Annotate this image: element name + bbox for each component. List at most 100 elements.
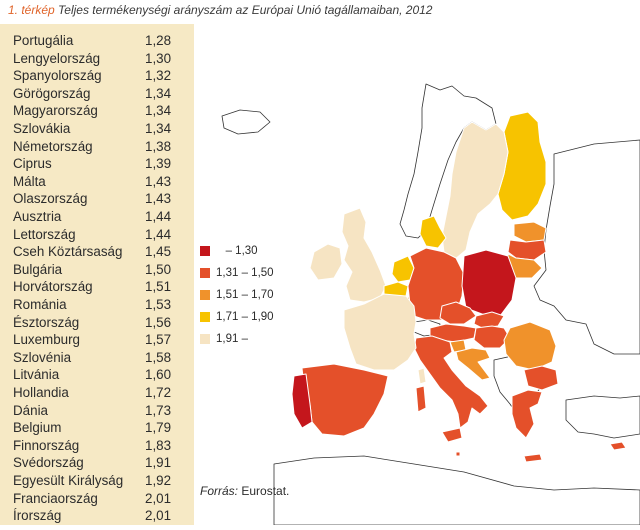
legend-swatch	[200, 312, 210, 322]
croatia-shape	[455, 347, 491, 381]
legend-item: 1,51 – 1,70	[200, 287, 320, 303]
source-note: Forrás: Eurostat.	[200, 484, 289, 498]
table-row: Szlovénia 1,58	[0, 349, 194, 367]
legend-swatch	[200, 246, 210, 256]
sardinia-shape	[415, 385, 427, 413]
fertility-value: 1,60	[145, 367, 172, 383]
table-row: Bulgária 1,50	[0, 261, 194, 279]
source-label: Forrás:	[200, 484, 239, 498]
legend-item: 1,31 – 1,50	[200, 265, 320, 281]
country-name: Hollandia	[13, 385, 69, 400]
north-africa-shape	[273, 455, 640, 526]
country-name: Belgium	[13, 420, 62, 436]
fertility-value: 1,45	[145, 244, 172, 260]
table-row: Svédország 1,91	[0, 454, 194, 472]
eastern-europe-shape	[533, 139, 640, 355]
legend-label: 1,71 – 1,90	[216, 311, 274, 323]
table-row: Horvátország 1,51	[0, 278, 194, 296]
legend-label: 1,91 –	[216, 333, 248, 345]
fertility-value: 1,32	[145, 68, 172, 84]
portugal-shape	[291, 373, 313, 429]
legend-label: – 1,30	[216, 245, 258, 257]
italy-shape	[413, 335, 489, 429]
table-row: Írország 2,01	[0, 507, 194, 525]
fertility-value: 1,83	[145, 437, 172, 453]
corsica-shape	[417, 367, 427, 385]
legend-swatch	[200, 290, 210, 300]
country-name: Dánia	[13, 402, 48, 418]
united-kingdom-shape	[341, 207, 387, 303]
legend-item: 1,91 –	[200, 331, 320, 347]
fertility-value: 1,72	[145, 385, 172, 400]
legend-item: 1,71 – 1,90	[200, 309, 320, 325]
country-name: Svédország	[13, 455, 84, 471]
table-row: Egyesült Királyság 1,92	[0, 472, 194, 490]
crete-shape	[523, 453, 543, 463]
country-name: Franciaország	[13, 490, 98, 506]
country-name: Észtország	[13, 314, 80, 330]
table-row: Szlovákia 1,34	[0, 120, 194, 138]
europe-map	[194, 24, 640, 526]
fertility-value: 1,58	[145, 349, 172, 365]
fertility-value: 1,43	[145, 173, 172, 189]
table-row: Finnország 1,83	[0, 437, 194, 455]
country-name: Egyesült Királyság	[13, 473, 124, 488]
fertility-value: 1,28	[145, 33, 172, 48]
fertility-value: 1,56	[145, 314, 172, 330]
fertility-value: 1,39	[145, 156, 172, 172]
fertility-value: 1,53	[145, 297, 172, 312]
table-row: Németország 1,38	[0, 138, 194, 156]
country-name: Szlovákia	[13, 121, 71, 136]
table-row: Portugália 1,28	[0, 32, 194, 50]
table-row: Magyarország 1,34	[0, 102, 194, 120]
legend-label: 1,31 – 1,50	[216, 267, 274, 279]
country-name: Luxemburg	[13, 332, 80, 348]
poland-shape	[461, 249, 517, 317]
turkey-shape	[565, 395, 640, 439]
fertility-value: 1,34	[145, 85, 172, 101]
slovakia-shape	[473, 311, 505, 329]
country-name: Finnország	[13, 437, 80, 453]
fertility-value: 1,44	[145, 226, 172, 242]
country-name: Lengyelország	[13, 50, 101, 66]
table-row: Litvánia 1,60	[0, 366, 194, 384]
table-row: Málta 1,43	[0, 173, 194, 191]
table-row: Olaszország 1,43	[0, 190, 194, 208]
table-row: Lengyelország 1,30	[0, 50, 194, 68]
country-name: Málta	[13, 173, 46, 189]
fertility-value: 2,01	[145, 490, 172, 506]
table-row: Görögország 1,34	[0, 85, 194, 103]
malta-shape	[455, 451, 461, 457]
table-row: Hollandia 1,72	[0, 384, 194, 402]
country-name: Horvátország	[13, 279, 93, 295]
iceland-shape	[221, 109, 271, 135]
table-row: Románia 1,53	[0, 296, 194, 314]
country-name: Ciprus	[13, 156, 52, 172]
fertility-value: 1,44	[145, 209, 172, 224]
caption-title: Teljes termékenységi arányszám az Európa…	[58, 3, 433, 17]
legend-label: 1,51 – 1,70	[216, 289, 274, 301]
country-name: Románia	[13, 297, 67, 312]
fertility-value: 1,38	[145, 138, 172, 154]
country-name: Olaszország	[13, 191, 88, 207]
table-row: Luxemburg 1,57	[0, 331, 194, 349]
country-name: Görögország	[13, 85, 91, 101]
table-row: Dánia 1,73	[0, 402, 194, 420]
country-name: Spanyolország	[13, 68, 102, 84]
ireland-shape	[309, 243, 343, 281]
estonia-shape	[513, 221, 547, 243]
table-row: Észtország 1,56	[0, 314, 194, 332]
fertility-value: 1,34	[145, 121, 172, 136]
europe-map-svg	[221, 83, 640, 526]
table-row: Ciprus 1,39	[0, 155, 194, 173]
fertility-value: 1,79	[145, 420, 172, 436]
table-row: Lettország 1,44	[0, 226, 194, 244]
cyprus-shape	[609, 441, 627, 451]
country-name: Cseh Köztársaság	[13, 244, 123, 260]
latvia-shape	[507, 239, 547, 261]
country-name: Portugália	[13, 33, 74, 48]
country-name: Magyarország	[13, 103, 98, 119]
fertility-value: 2,01	[145, 508, 172, 524]
denmark-shape	[419, 215, 447, 249]
table-row: Franciaország 2,01	[0, 490, 194, 508]
